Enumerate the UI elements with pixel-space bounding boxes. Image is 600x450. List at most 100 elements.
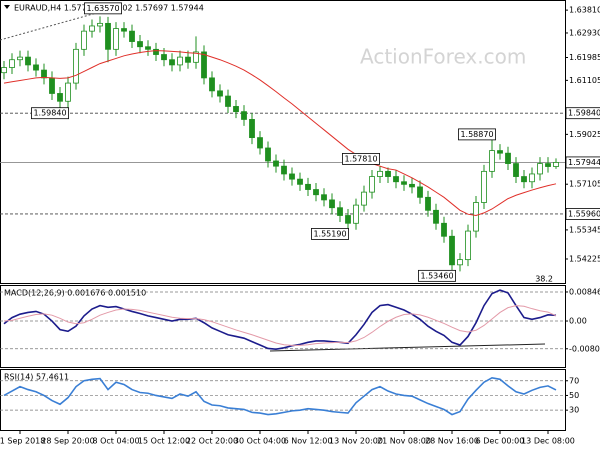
x-tick-label: 28 Sep 20:00: [41, 437, 94, 446]
candle-body: [521, 176, 527, 183]
candle-body: [537, 163, 543, 175]
y-tick-label: 1.55345: [569, 225, 600, 234]
y-tick-label: 1.61105: [569, 76, 600, 85]
y-tick-label: 30: [569, 406, 579, 415]
candle-body: [73, 48, 79, 84]
candle-body: [345, 215, 351, 224]
candle-body: [241, 111, 247, 120]
candle-body: [97, 22, 103, 27]
x-tick-label: 22 Oct 20:00: [186, 437, 238, 446]
candle-body: [425, 196, 431, 211]
level-label-box: [565, 208, 600, 220]
candle-body: [553, 162, 559, 167]
trend-line: [0, 11, 101, 41]
panel-title: RSI(14) 57.4611: [4, 373, 69, 382]
price-annotation-box: [342, 153, 380, 165]
candle-body: [273, 160, 279, 167]
candle-body: [41, 69, 47, 79]
price-annotation-box: [418, 269, 456, 282]
price-annotation-box: [311, 228, 349, 240]
x-tick-label: 6 Nov 12:00: [284, 437, 333, 446]
y-tick-label: 50: [569, 391, 579, 400]
y-tick-label: 1.61985: [569, 53, 600, 62]
indicator-line: [3, 376, 557, 416]
y-tick-label: 1.54225: [569, 254, 600, 263]
x-tick-label: 21 Sep 2018: [0, 437, 45, 446]
candle-body: [433, 209, 439, 224]
candle-body: [497, 150, 503, 154]
candle-body: [321, 194, 327, 201]
candle-body: [201, 51, 207, 79]
title-marker: [4, 5, 10, 9]
candle-body: [233, 106, 239, 113]
candle-body: [33, 64, 39, 71]
price-panel: [0, 0, 566, 284]
candle-body: [193, 51, 199, 63]
candle-body: [337, 207, 343, 216]
last-price-label-box: [565, 156, 600, 169]
candle-body: [177, 56, 183, 66]
candle-body: [209, 77, 215, 92]
x-tick-label: 13 Dec 08:00: [521, 437, 575, 446]
last-price-label: 1.57944: [568, 158, 600, 167]
candle-body: [297, 178, 303, 185]
level-label: 1.59840: [568, 109, 600, 118]
candle-body: [217, 90, 223, 97]
y-tick-label: 0.00: [569, 317, 587, 326]
candle-body: [305, 183, 311, 190]
y-tick-label: 70: [569, 376, 579, 385]
candle-body: [465, 230, 471, 261]
price-annotation-box: [84, 2, 122, 15]
candle-body: [161, 54, 167, 61]
candle-body: [313, 189, 319, 196]
y-tick-label: 1.63810: [569, 6, 600, 15]
candle-body: [113, 28, 119, 50]
candle-body: [457, 259, 463, 266]
candle-body: [1, 67, 7, 74]
candle-body: [449, 235, 455, 266]
candle-body: [185, 56, 191, 63]
price-annotation: 1.55190: [313, 229, 346, 238]
candle-body: [105, 22, 111, 50]
level-label: 1.55960: [568, 209, 600, 218]
fib-label: 38.2: [535, 275, 553, 284]
candle-body: [137, 41, 143, 48]
indicator-line: [3, 289, 557, 350]
level-annotation: 1.59840: [33, 109, 66, 118]
candle-body: [377, 170, 383, 177]
candle-body: [329, 199, 335, 209]
x-tick-label: 21 Nov 08:00: [377, 437, 431, 446]
level-label-box: [565, 107, 600, 120]
divergence-line: [269, 343, 546, 352]
moving-average: [3, 50, 557, 217]
candle-body: [545, 163, 551, 167]
y-tick-label: 1.62930: [569, 28, 600, 37]
candle-body: [473, 202, 479, 232]
x-tick-label: 6 Dec 00:00: [476, 437, 525, 446]
y-tick-label: 0.008466: [569, 287, 600, 296]
candle-body: [529, 173, 535, 183]
rsi-panel: [0, 369, 566, 431]
price-annotation: 1.53460: [420, 271, 453, 280]
candle-body: [57, 93, 63, 102]
macd-panel: [0, 285, 566, 368]
candle-body: [513, 163, 519, 177]
candle-body: [17, 56, 23, 61]
x-tick-label: 30 Oct 04:00: [234, 437, 286, 446]
candle-body: [25, 56, 31, 66]
candle-body: [353, 204, 359, 224]
price-annotation: 1.58870: [460, 130, 493, 139]
candle-body: [401, 181, 407, 185]
x-tick-label: 8 Oct 04:00: [92, 437, 139, 446]
candle-body: [265, 147, 271, 162]
candle-body: [153, 48, 159, 55]
candle-body: [409, 183, 415, 188]
candle-body: [9, 59, 15, 68]
candle-body: [505, 152, 511, 164]
candle-body: [81, 30, 87, 50]
candle-body: [489, 150, 495, 172]
y-tick-label: -0.008088: [569, 344, 600, 353]
